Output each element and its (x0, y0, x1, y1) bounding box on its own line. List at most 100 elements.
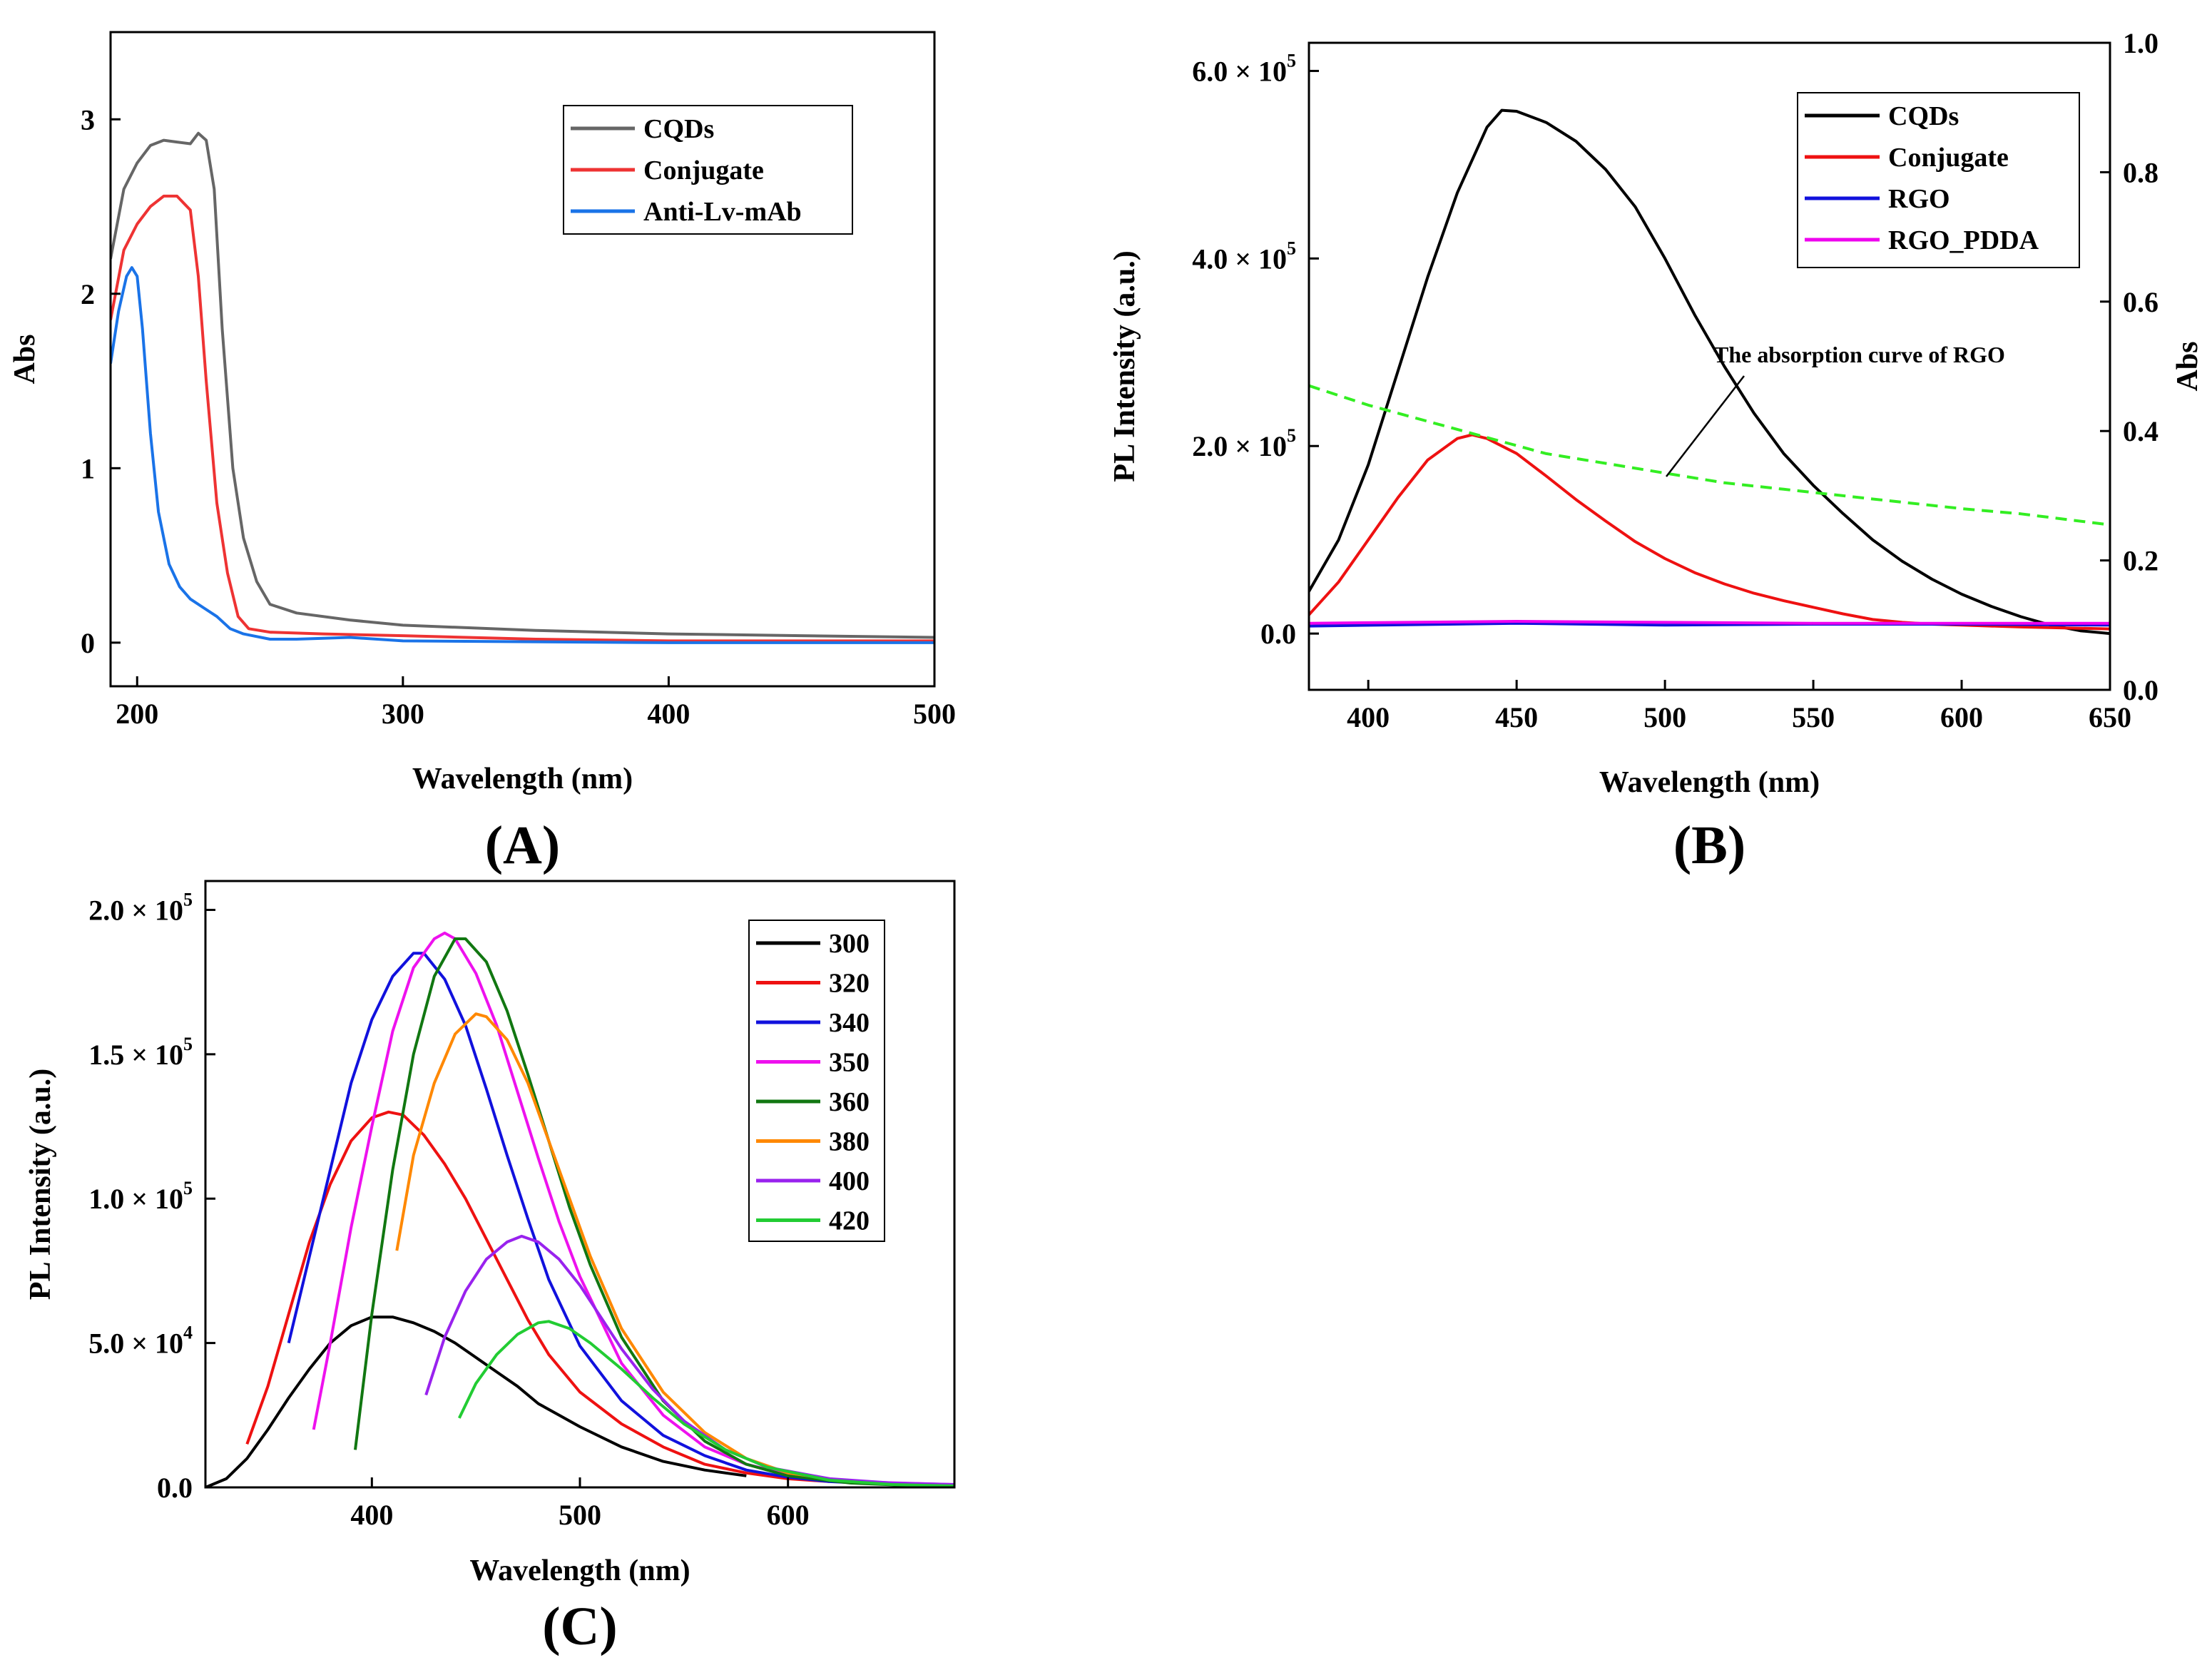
y-tick-label: 0.0 (157, 1472, 193, 1504)
y-tick-mantissa: 2.0 × 10 (88, 894, 183, 926)
plot-area (205, 931, 954, 1487)
y-tick-label: 1 (81, 452, 95, 484)
y-tick-mantissa: 1.5 × 10 (88, 1039, 183, 1071)
y-tick-label: 0.0 (1260, 618, 1296, 650)
y-tick-label: 1.5 × 105 (88, 1034, 193, 1071)
y-tick-label: 4.0 × 105 (1192, 238, 1296, 275)
annotation-text: The absorption curve of RGO (1713, 342, 2005, 367)
y-axis-title: PL Intensity (a.u.) (1108, 250, 1141, 482)
x-tick-label: 550 (1792, 701, 1835, 733)
panel-label: (C) (542, 1597, 618, 1656)
series-line-350 (312, 931, 954, 1486)
y-tick-mantissa: 6.0 × 10 (1192, 55, 1287, 87)
plot-area (1309, 108, 2110, 636)
y2-tick-label: 0.2 (2123, 545, 2159, 577)
y-tick-mantissa: 5.0 × 10 (88, 1328, 183, 1360)
x-tick-label: 450 (1495, 701, 1538, 733)
panel-label: (B) (1673, 815, 1745, 875)
plot-frame (109, 31, 936, 688)
y-tick-exponent: 5 (1287, 238, 1296, 258)
legend-label: Conjugate (1888, 143, 2009, 173)
series-line-conjugate (1309, 433, 2110, 631)
y-tick-label: 6.0 × 105 (1192, 50, 1296, 87)
series-line-320 (245, 1110, 830, 1483)
y-tick-label: 2.0 × 105 (1192, 425, 1296, 462)
series-line-the-absorption-curve-of-rgo (1309, 384, 2110, 526)
y-axis-title: Abs (9, 334, 41, 384)
annotation-pointer (1666, 375, 1745, 477)
y2-tick-label: 0.8 (2123, 156, 2159, 188)
legend-label: 420 (829, 1206, 870, 1236)
y2-axis-title: Abs (2171, 341, 2204, 391)
x-tick-label: 300 (382, 698, 424, 730)
y-tick-exponent: 5 (183, 1178, 193, 1198)
series-line-300 (205, 1315, 747, 1487)
legend-label: 360 (829, 1087, 870, 1117)
series-line-rgo-pdda (1309, 620, 2110, 625)
series-line-conjugate (111, 194, 934, 643)
y-tick-exponent: 5 (183, 889, 193, 910)
series-line-340 (287, 952, 954, 1487)
y-tick-mantissa: 1.0 × 10 (88, 1183, 183, 1215)
panel-label: (A) (485, 815, 561, 875)
legend: CQDs Conjugate Anti-Lv-mAb (563, 105, 853, 235)
legend-label: 400 (829, 1166, 870, 1196)
y-tick-label: 2 (81, 278, 95, 310)
legend-label: CQDs (643, 114, 714, 144)
plot-frame (1308, 41, 2111, 691)
y-tick-exponent: 4 (183, 1323, 193, 1343)
x-tick-label: 600 (767, 1499, 810, 1531)
y-tick-mantissa: 2.0 × 10 (1192, 430, 1287, 462)
y-tick-label: 0 (81, 627, 95, 659)
x-axis-title: Wavelength (nm) (412, 763, 633, 795)
series-line-360 (354, 937, 954, 1487)
y-tick-mantissa: 0.0 (1260, 618, 1296, 650)
series-line-420 (457, 1320, 954, 1487)
legend-label: 380 (829, 1127, 870, 1157)
x-tick-label: 500 (913, 698, 956, 730)
x-tick-label: 400 (1347, 701, 1390, 733)
series-line-cqds (1309, 108, 2110, 636)
x-tick-label: 650 (2089, 701, 2131, 733)
y2-tick-label: 0.0 (2123, 674, 2159, 706)
plot-area (111, 131, 934, 644)
x-tick-label: 600 (1940, 701, 1983, 733)
legend-label: 350 (829, 1048, 870, 1078)
x-axis-title: Wavelength (nm) (469, 1554, 690, 1587)
y2-tick-label: 1.0 (2123, 27, 2159, 59)
legend-label: Conjugate (643, 156, 764, 185)
x-tick-label: 400 (647, 698, 690, 730)
series-line-cqds (111, 131, 934, 639)
legend-label: CQDs (1888, 101, 1959, 131)
series-line-anti-lv-mab (111, 266, 934, 644)
y-tick-label: 3 (81, 103, 95, 136)
x-tick-label: 200 (116, 698, 158, 730)
legend-label: RGO_PDDA (1888, 225, 2039, 255)
y2-tick-label: 0.4 (2123, 415, 2159, 447)
x-tick-label: 400 (350, 1499, 393, 1531)
legend-box (748, 920, 885, 1242)
chart-panel-a: 200 300 400 500 0 1 2 3 Wavelength (nm) Abs (A) CQD… (9, 31, 956, 875)
y-tick-exponent: 5 (183, 1034, 193, 1054)
x-tick-label: 500 (559, 1499, 601, 1531)
y-tick-exponent: 5 (1287, 50, 1296, 71)
y-tick-exponent: 5 (1287, 425, 1296, 446)
y2-tick-label: 0.6 (2123, 286, 2159, 318)
legend-label: 300 (829, 929, 870, 959)
y-tick-mantissa: 0.0 (157, 1472, 193, 1504)
legend-label: 320 (829, 969, 870, 999)
legend: 300 320 340 350 360 380 400 420 (748, 920, 885, 1242)
y-tick-label: 1.0 × 105 (88, 1178, 193, 1215)
y-tick-mantissa: 4.0 × 10 (1192, 243, 1287, 275)
y-tick-label: 5.0 × 104 (88, 1323, 193, 1360)
legend-label: 340 (829, 1008, 870, 1038)
legend-label: RGO (1888, 184, 1950, 214)
y-axis-title: PL Intensity (a.u.) (24, 1069, 57, 1300)
x-axis-title: Wavelength (nm) (1599, 766, 1820, 799)
legend-label: Anti-Lv-mAb (643, 197, 802, 227)
y-tick-label: 2.0 × 105 (88, 889, 193, 926)
x-tick-label: 500 (1643, 701, 1686, 733)
